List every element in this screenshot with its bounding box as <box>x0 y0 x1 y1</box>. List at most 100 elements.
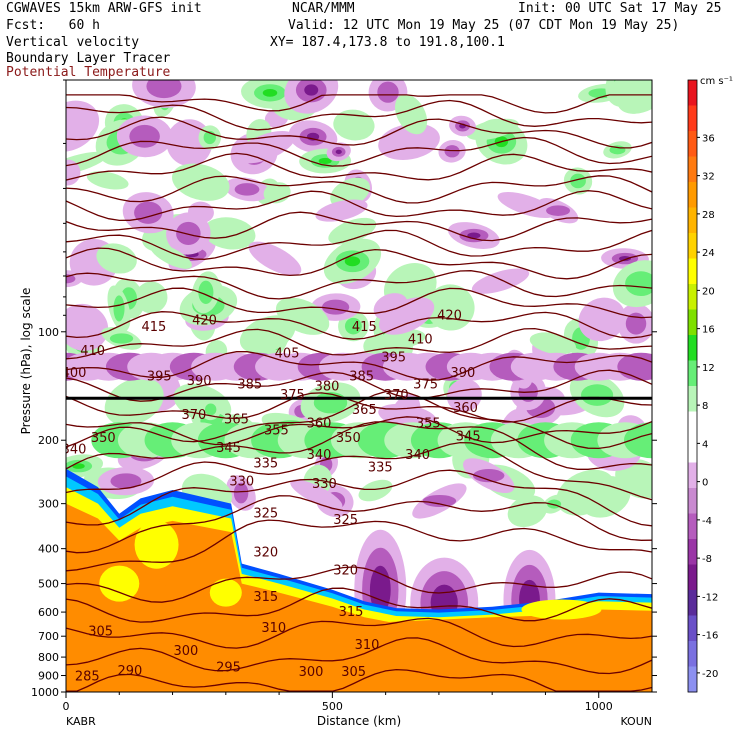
theta-contour-330 <box>66 421 652 470</box>
colorbar-swatch <box>688 437 697 463</box>
colorbar-label: -8 <box>702 554 712 565</box>
x-tick-label: 1000 <box>585 700 613 713</box>
downdraft-core <box>321 299 350 315</box>
contour-label: 395 <box>147 369 172 384</box>
init-time: Init: 00 UTC Sat 17 May 25 <box>518 1 722 16</box>
theta-contour-395 <box>66 190 652 222</box>
contour-label: 360 <box>307 417 332 432</box>
theta-contour-290 <box>66 637 652 675</box>
contour-label: 355 <box>416 417 441 432</box>
theta-contour-340 <box>66 416 652 446</box>
y-axis-label: Pressure (hPa), log scale <box>19 288 33 435</box>
colorbar-swatch <box>688 462 697 489</box>
downdraft-core <box>146 80 182 99</box>
updraft-core <box>204 403 217 416</box>
contour-label: 325 <box>333 513 358 528</box>
y-tick-label: 300 <box>38 498 59 511</box>
model-title: CGWAVES 15km ARW-GFS init <box>6 1 202 16</box>
contour-label: 340 <box>62 442 87 457</box>
updraft-blob <box>86 171 129 190</box>
center-label: NCAR/MMM <box>292 1 355 16</box>
y-tick-label: 500 <box>38 578 59 591</box>
theta-contour-385 <box>66 229 652 260</box>
colorbar-swatch <box>688 335 697 361</box>
contour-label: 335 <box>368 460 393 475</box>
downdraft-peak <box>619 255 631 262</box>
contour-label: 395 <box>381 351 406 366</box>
updraft-core <box>113 295 125 322</box>
downdraft-blob <box>471 268 530 294</box>
contour-label: 335 <box>253 456 278 471</box>
colorbar-swatch <box>688 284 697 310</box>
contour-label: 390 <box>450 366 475 381</box>
field-vertical-velocity: Vertical velocity <box>6 35 140 50</box>
downdraft-peak <box>304 84 319 96</box>
contour-label: 310 <box>261 621 286 636</box>
contour-label: 375 <box>413 377 438 392</box>
theta-contour-420 <box>66 99 652 131</box>
contour-label: 380 <box>315 380 340 395</box>
tracer-yellow-patch <box>134 520 179 569</box>
updraft-blob <box>426 284 475 331</box>
updraft-blob <box>358 479 393 502</box>
colorbar-label: 36 <box>702 133 715 144</box>
colorbar-label: 20 <box>702 286 715 297</box>
downdraft-blob <box>446 379 482 413</box>
contour-label: 330 <box>229 474 254 489</box>
theta-contour-285 <box>66 668 652 692</box>
contour-label: 405 <box>275 347 300 362</box>
contour-label: 320 <box>253 546 278 561</box>
tracer-yellow-patch <box>99 565 140 602</box>
colorbar-swatch <box>688 105 697 132</box>
contour-label: 400 <box>62 366 87 381</box>
theta-contour-315 <box>66 495 652 554</box>
colorbar-swatch <box>688 207 697 234</box>
y-tick-label: 900 <box>38 670 59 683</box>
right-endpoint-label: KOUN <box>620 715 652 728</box>
updraft-blob <box>579 475 631 518</box>
downdraft-blob <box>315 199 368 222</box>
updraft-blob <box>203 217 256 250</box>
colorbar-swatch <box>688 156 697 183</box>
colorbar-label: -4 <box>702 516 712 527</box>
x-tick-label: 0 <box>63 700 70 713</box>
updraft-blob <box>172 163 230 201</box>
contour-label: 410 <box>80 344 105 359</box>
axes: 100 200 300 400 500 600 700 800 900 1000 0 500 1000 D… <box>19 79 657 728</box>
theta-contour-365 <box>66 311 652 340</box>
theta-contour-415 <box>66 116 652 149</box>
downdraft-blob <box>290 479 343 510</box>
updraft-core <box>581 384 614 406</box>
contour-label: 385 <box>237 377 262 392</box>
colorbar-swatch <box>688 360 697 387</box>
colorbar-swatch <box>688 513 697 540</box>
colorbar-label: -12 <box>702 592 718 603</box>
y-tick-label: 100 <box>38 326 59 339</box>
forecast-hour: Fcst: 60 h <box>6 18 100 33</box>
downdraft-blob <box>66 159 81 186</box>
y-tick-label: 200 <box>38 434 59 447</box>
updraft-blob <box>96 243 137 274</box>
downdraft-core <box>233 482 249 504</box>
updraft-peak <box>262 88 278 97</box>
updraft-blob <box>466 118 519 141</box>
colorbar-label: 12 <box>702 363 715 374</box>
tracer-yellow-patch <box>521 599 602 620</box>
theta-contour-320 <box>66 469 652 527</box>
contour-label: 345 <box>456 429 481 444</box>
updraft-core <box>198 280 214 305</box>
theta-contour-345 <box>66 392 652 423</box>
contour-label: 355 <box>264 424 289 439</box>
theta-contour-295 <box>66 617 652 649</box>
downdraft-core <box>377 81 399 103</box>
colorbar-swatch <box>688 80 697 106</box>
contour-label: 390 <box>187 374 212 389</box>
colorbar-swatch <box>688 411 697 438</box>
contour-label: 370 <box>181 408 206 423</box>
updraft-peak <box>344 256 361 267</box>
colorbar-swatch <box>688 309 697 336</box>
theta-contour-405 <box>66 152 652 181</box>
left-endpoint-label: KABR <box>66 715 96 728</box>
theta-contour-325 <box>66 441 652 501</box>
updraft-core <box>625 271 652 297</box>
